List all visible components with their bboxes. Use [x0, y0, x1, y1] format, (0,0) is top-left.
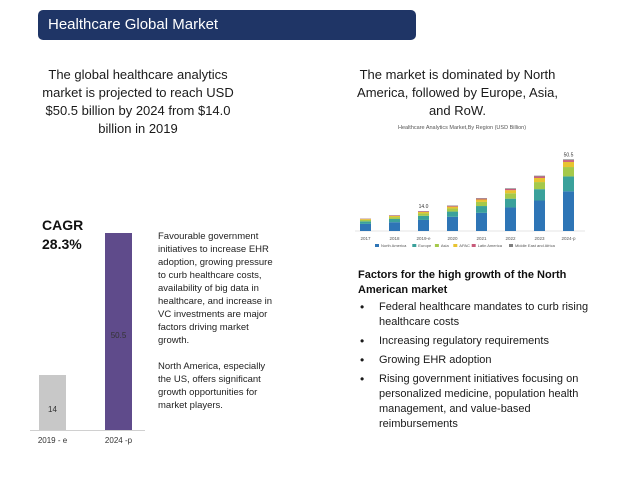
factor-item: Growing EHR adoption — [358, 353, 593, 368]
legend-label: North America — [381, 243, 407, 248]
stacked-bar-segment — [447, 208, 458, 212]
legend-swatch — [412, 244, 417, 247]
year-tick-label: 2018 — [389, 236, 400, 241]
year-tick-label: 2021 — [476, 236, 487, 241]
total-value-label: 14.0 — [419, 204, 429, 210]
stacked-bar-segment — [534, 177, 545, 183]
year-tick-label: 2019-e — [416, 236, 431, 241]
factors-heading: Factors for the high growth of the North… — [358, 269, 567, 296]
stacked-bar-segment — [505, 198, 516, 208]
stacked-bar-segment — [563, 191, 574, 231]
stacked-bar-segment — [418, 211, 429, 214]
year-tick-label: 2023 — [534, 236, 545, 241]
legend-swatch — [509, 244, 513, 247]
growth-drivers-text: Favourable government initiatives to inc… — [158, 230, 273, 412]
legend-swatch — [471, 244, 476, 247]
stacked-bar-segment — [360, 219, 371, 222]
year-tick-label: 2020 — [447, 236, 458, 241]
stacked-bar-segment — [389, 217, 400, 219]
category-label: 2024 -p — [104, 436, 133, 445]
legend-label: Middle East and Africa — [515, 243, 556, 248]
stacked-bar-segment — [563, 176, 574, 192]
stacked-bar-segment — [476, 199, 487, 202]
year-tick-label: 2024-p — [561, 236, 576, 241]
stacked-bar-segment — [418, 213, 429, 216]
market-size-bar — [105, 232, 132, 430]
x-axis-line — [30, 430, 145, 431]
legend-swatch — [434, 244, 439, 247]
stacked-bar-segment — [534, 175, 545, 177]
stacked-bar-segment — [360, 221, 371, 224]
stacked-bar-segment — [534, 182, 545, 190]
market-size-bar — [39, 375, 66, 430]
legend-label: Asia — [441, 243, 450, 248]
year-tick-label: 2022 — [505, 236, 516, 241]
year-tick-label: 2017 — [360, 236, 371, 241]
bar-value-label: 50.5 — [110, 331, 127, 341]
stacked-bar-segment — [447, 216, 458, 231]
legend-swatch — [453, 244, 458, 247]
stacked-bar-segment — [563, 167, 574, 177]
stacked-bar-segment — [476, 201, 487, 207]
stacked-bar-segment — [360, 219, 371, 220]
stacked-bar-segment — [418, 215, 429, 220]
total-value-label: 50.5 — [564, 152, 574, 158]
stacked-bar-segment — [534, 200, 545, 231]
stacked-bar-segment — [505, 188, 516, 189]
stacked-bar-segment — [476, 198, 487, 200]
stacked-bar-segment — [447, 205, 458, 207]
regional-stacked-bar-chart: 2017 2018 14.0 2019-e 2020 2021 2022 2023 50.5 20… — [355, 152, 585, 248]
factor-item: Federal healthcare mandates to curb risi… — [358, 300, 593, 330]
stacked-bar-segment — [505, 207, 516, 231]
stacked-bar-segment — [476, 212, 487, 231]
stacked-bar-segment — [563, 160, 574, 162]
factors-list: Federal healthcare mandates to curb risi… — [358, 300, 593, 436]
north-america-paragraph: North America, especially the US, offers… — [158, 361, 266, 411]
stacked-bar-segment — [534, 176, 545, 178]
stacked-bar-segment — [476, 206, 487, 213]
stacked-bar-segment — [418, 219, 429, 231]
regional-chart-title: Healthcare Analytics Market,By Region (U… — [398, 125, 527, 131]
category-label: 2019 - e — [37, 436, 68, 445]
legend-label: Europe — [418, 243, 432, 248]
stacked-bar-segment — [389, 222, 400, 231]
market-dominance-text: The market is dominated by North America… — [357, 67, 558, 118]
stacked-bar-segment — [360, 223, 371, 231]
stacked-bar-segment — [563, 159, 574, 161]
stacked-bar-segment — [505, 193, 516, 199]
legend-label: Latin America — [478, 243, 503, 248]
bar-value-label: 14 — [48, 404, 57, 414]
slide-title: Healthcare Global Market — [38, 10, 416, 40]
cagr-label: CAGR — [42, 217, 84, 233]
stacked-bar-segment — [534, 189, 545, 201]
stacked-bar-segment — [447, 211, 458, 217]
stacked-bar-segment — [505, 190, 516, 194]
stacked-bar-segment — [447, 206, 458, 209]
factor-item: Increasing regulatory requirements — [358, 334, 593, 349]
growth-drivers-paragraph: Favourable government initiatives to inc… — [158, 231, 273, 346]
cagr-value: 28.3% — [42, 236, 82, 252]
market-projection-text: The global healthcare analytics market i… — [42, 67, 234, 136]
stacked-bar-segment — [389, 215, 400, 218]
stacked-bar-segment — [563, 161, 574, 168]
cagr-block: CAGR 28.3% — [42, 216, 83, 254]
stacked-bar-segment — [418, 211, 429, 212]
stacked-bar-segment — [505, 188, 516, 191]
legend-swatch — [375, 244, 379, 247]
stacked-bar-segment — [389, 218, 400, 223]
factor-item: Rising government initiatives focusing o… — [358, 372, 593, 432]
legend-label: APAC — [459, 243, 470, 248]
